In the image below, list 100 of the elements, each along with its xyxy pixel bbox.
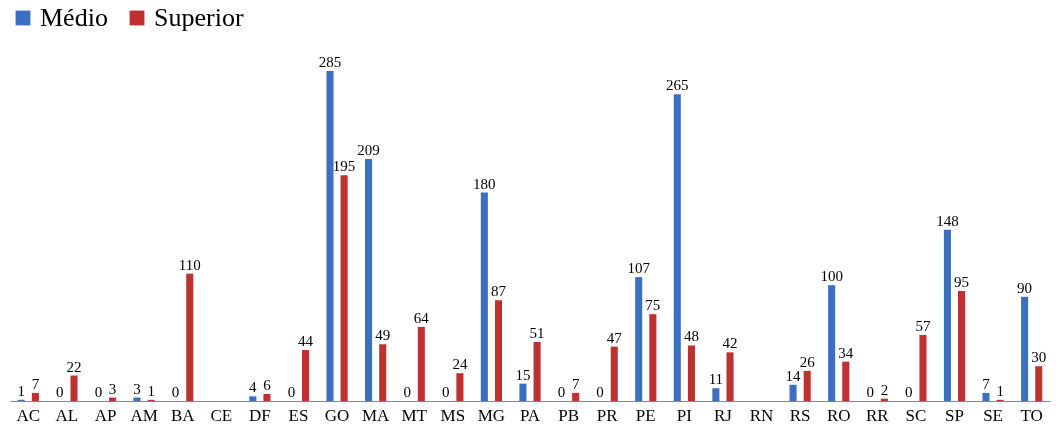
bar xyxy=(789,384,797,401)
bar xyxy=(943,229,951,401)
data-label: 0 xyxy=(557,384,566,400)
data-label: 148 xyxy=(936,212,959,229)
data-label: 0 xyxy=(171,384,180,400)
x-tick-label: RO xyxy=(826,405,851,425)
data-label: 0 xyxy=(94,384,103,400)
bar xyxy=(249,396,257,401)
data-label: 47 xyxy=(606,329,623,346)
x-tick-label: PR xyxy=(596,405,619,425)
bar xyxy=(1021,296,1029,401)
x-tick-label: PA xyxy=(519,405,541,425)
bar xyxy=(480,192,488,401)
data-label: 1 xyxy=(147,382,155,399)
data-label: 22 xyxy=(66,358,82,375)
data-label: 0 xyxy=(596,384,604,400)
data-label: 7 xyxy=(571,375,580,392)
data-label: 87 xyxy=(490,283,507,300)
x-tick-label: PB xyxy=(558,405,579,425)
bar xyxy=(635,277,643,401)
x-tick-label: TO xyxy=(1020,405,1043,425)
data-label: 90 xyxy=(1017,279,1033,296)
data-label: 26 xyxy=(799,353,816,370)
bar xyxy=(1035,366,1043,401)
x-tick-label: AL xyxy=(55,405,79,425)
bar xyxy=(610,346,618,401)
bar xyxy=(519,383,527,401)
data-label: 100 xyxy=(820,268,843,285)
data-label: 209 xyxy=(357,142,380,158)
x-tick-label: MA xyxy=(361,405,391,425)
data-label: 195 xyxy=(332,158,356,175)
data-label: 4 xyxy=(249,379,258,396)
bar xyxy=(649,314,657,401)
bar xyxy=(494,300,503,401)
bar xyxy=(326,71,334,401)
data-label: 110 xyxy=(178,256,201,273)
data-label: 3 xyxy=(133,380,141,397)
bar xyxy=(958,291,966,401)
bar xyxy=(365,159,373,401)
data-label: 44 xyxy=(298,333,314,350)
data-label: 95 xyxy=(954,274,970,290)
x-tick-label: RJ xyxy=(713,405,733,425)
data-label: 3 xyxy=(108,380,117,397)
x-tick-label: CE xyxy=(210,405,233,425)
data-label: 0 xyxy=(403,384,411,400)
bar xyxy=(379,344,387,401)
x-tick-label: AP xyxy=(94,405,117,425)
bar xyxy=(842,361,850,401)
x-tick-label: AC xyxy=(16,405,41,425)
bar xyxy=(803,370,811,401)
bar xyxy=(31,392,39,401)
bar xyxy=(340,175,348,401)
data-label: 57 xyxy=(915,318,931,334)
legend-label: Superior xyxy=(154,3,244,32)
data-label: 1 xyxy=(996,382,1004,399)
data-label: 0 xyxy=(56,384,64,400)
data-label: 49 xyxy=(375,327,391,344)
bar xyxy=(673,94,681,401)
x-tick-label: GO xyxy=(324,405,350,425)
bar xyxy=(456,373,464,401)
data-label: 0 xyxy=(442,384,450,400)
data-label: 0 xyxy=(905,384,913,400)
data-label: 14 xyxy=(785,367,802,384)
x-tick-label: RS xyxy=(789,405,811,425)
x-tick-label: SE xyxy=(983,405,1003,425)
bar xyxy=(186,273,194,401)
data-label: 7 xyxy=(982,375,991,392)
bar xyxy=(70,375,78,401)
bar xyxy=(726,352,734,401)
data-label: 0 xyxy=(866,384,874,400)
data-label: 6 xyxy=(263,377,272,394)
bar xyxy=(133,397,141,401)
data-label: 180 xyxy=(473,175,496,192)
x-tick-label: PI xyxy=(676,405,693,425)
x-tick-label: PE xyxy=(635,405,656,425)
x-tick-label: RR xyxy=(865,405,890,425)
data-label: 64 xyxy=(413,309,430,326)
data-label: 1 xyxy=(17,382,26,399)
x-tick-label: SC xyxy=(905,405,927,425)
data-label: 0 xyxy=(287,384,296,400)
x-tick-label: AM xyxy=(130,405,158,425)
x-tick-label: SP xyxy=(945,405,964,425)
data-label: 285 xyxy=(318,54,342,70)
x-tick-label: BA xyxy=(170,405,196,425)
data-label: 75 xyxy=(645,297,661,314)
x-tick-label: DF xyxy=(249,405,271,425)
data-label: 51 xyxy=(529,324,545,341)
bar xyxy=(572,392,580,401)
bar xyxy=(712,388,720,401)
data-label: 48 xyxy=(683,328,699,345)
bar xyxy=(263,394,271,401)
data-label: 24 xyxy=(452,356,468,373)
legend-label: Médio xyxy=(40,3,108,32)
x-tick-label: MT xyxy=(401,405,428,425)
x-tick-label: MG xyxy=(477,405,506,425)
bar xyxy=(302,350,310,401)
data-label: 7 xyxy=(31,375,40,392)
data-label: 265 xyxy=(666,77,689,94)
data-label: 42 xyxy=(722,335,738,352)
x-tick-label: RN xyxy=(749,405,774,425)
